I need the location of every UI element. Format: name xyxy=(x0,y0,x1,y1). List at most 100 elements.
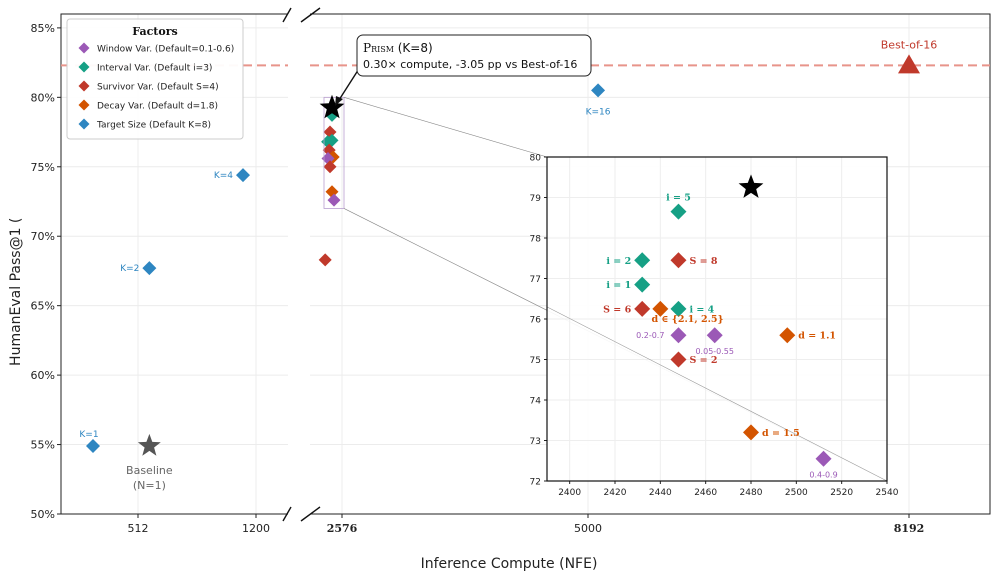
x-tick-label: 5000 xyxy=(574,522,602,535)
axis-break-mark xyxy=(282,506,292,522)
inset-point-label: 0.4-0.9 xyxy=(809,471,837,480)
inset-x-tick-label: 2440 xyxy=(649,488,672,498)
best-of-16-label: Best-of-16 xyxy=(881,38,938,51)
target-size-label: K=2 xyxy=(120,264,139,274)
prism-star xyxy=(319,94,345,119)
axis-break-mark xyxy=(282,7,292,23)
legend-item-label: Decay Var. (Default d=1.8) xyxy=(97,102,218,112)
inset-point xyxy=(670,203,687,220)
inset-point-label: d = 1.1 xyxy=(798,331,836,342)
y-tick-label: 75% xyxy=(31,161,55,174)
inset-point xyxy=(634,252,651,269)
inset-point-label: S = 2 xyxy=(689,355,717,366)
inset-point xyxy=(670,300,687,317)
y-tick-label: 70% xyxy=(31,230,55,243)
axis-break-mark xyxy=(300,506,321,522)
right-panel-frame xyxy=(310,13,991,515)
target-size-label: K=1 xyxy=(79,430,98,440)
y-axis-label: HumanEval Pass@1 ( xyxy=(8,218,24,366)
best-of-16-marker xyxy=(898,54,920,74)
inset-point xyxy=(634,300,651,317)
baseline-star xyxy=(137,433,161,456)
x-tick-label: 8192 xyxy=(894,522,925,535)
inset-y-tick-label: 73 xyxy=(530,437,541,447)
y-tick-label: 65% xyxy=(31,300,55,313)
inset-y-tick-label: 76 xyxy=(530,316,542,326)
inset-point-label: 0.05-0.55 xyxy=(695,347,734,356)
y-tick-label: 60% xyxy=(31,369,55,382)
left-panel-frame xyxy=(60,13,288,515)
target-size-label: K=4 xyxy=(214,171,233,181)
zoom-region-box xyxy=(323,96,345,209)
inset-y-tick-label: 74 xyxy=(530,397,542,407)
inset-point xyxy=(670,327,687,344)
target-size-point xyxy=(591,83,606,98)
legend: Factors Window Var. (Default=0.1-0.6) Inte… xyxy=(66,18,244,140)
data-marks xyxy=(86,34,920,456)
inset-point-label: i = 4 xyxy=(689,304,714,315)
inset-point xyxy=(743,424,759,441)
inset-y-tick-label: 79 xyxy=(530,194,542,204)
legend-swatch xyxy=(78,42,90,54)
inset-x-tick-label: 2520 xyxy=(830,488,853,498)
inset-point xyxy=(779,327,796,344)
x-tick-label: 2576 xyxy=(327,522,358,535)
inset-point xyxy=(706,327,723,344)
inset-point xyxy=(815,450,832,467)
inset-point xyxy=(670,351,687,368)
inset-x-tick-label: 2400 xyxy=(558,488,581,498)
cluster-point xyxy=(325,133,339,147)
legend-box xyxy=(66,18,244,140)
inset-x-tick-label: 2460 xyxy=(694,488,717,498)
inset-y-tick-label: 77 xyxy=(530,275,541,285)
inset-x-tick-label: 2420 xyxy=(604,488,627,498)
inset-point-label: d = 1.5 xyxy=(762,428,800,439)
x-tick-label: 512 xyxy=(128,522,149,535)
y-tick-label: 80% xyxy=(31,91,55,104)
y-tick-label: 55% xyxy=(31,439,55,452)
prism-callout-detail: 0.30× compute, -3.05 pp vs Best-of-16 xyxy=(363,58,577,71)
inset-point xyxy=(652,300,669,317)
prism-callout-box xyxy=(356,34,592,77)
legend-title: Factors xyxy=(132,25,177,38)
x-tick-label: 1200 xyxy=(242,522,270,535)
cluster-point xyxy=(327,193,341,207)
axes-frame xyxy=(57,7,991,522)
inset-x-tick-label: 2540 xyxy=(876,488,899,498)
inset-point-label: S = 6 xyxy=(603,304,631,315)
inset-y-tick-label: 78 xyxy=(530,235,542,245)
target-size-point xyxy=(86,438,100,453)
inset-connector-line xyxy=(546,306,888,482)
inset-point-label: i = 2 xyxy=(606,256,631,267)
target-size-point xyxy=(142,261,157,276)
inset-frame xyxy=(546,156,888,482)
inset-x-tick-label: 2500 xyxy=(785,488,808,498)
cluster-point xyxy=(323,160,337,174)
legend-swatch xyxy=(78,80,90,92)
inset-point xyxy=(634,276,651,293)
y-tick-label: 50% xyxy=(31,508,55,521)
legend-swatch xyxy=(78,118,90,130)
prism-callout-title: Prism (K=8) xyxy=(363,41,433,55)
cluster-point xyxy=(318,253,332,267)
prism-name: Prism xyxy=(363,41,394,55)
legend-item-label: Interval Var. (Default i=3) xyxy=(97,64,212,74)
zoom-connector xyxy=(343,97,548,158)
inset-point-label: 0.2-0.7 xyxy=(636,331,664,340)
inset-y-tick-label: 72 xyxy=(530,478,541,488)
legend-item-label: Target Size (Default K=8) xyxy=(96,121,211,131)
inset-y-tick-label: 75 xyxy=(530,356,541,366)
inset-y-tick-label: 80 xyxy=(530,154,542,164)
y-tick-label: 85% xyxy=(31,22,55,35)
target-size-point xyxy=(236,168,250,183)
inset-x-tick-label: 2480 xyxy=(740,488,763,498)
legend-item-label: Window Var. (Default=0.1-0.6) xyxy=(97,45,234,55)
inset-point xyxy=(670,252,687,269)
inset-point-label: S = 8 xyxy=(689,256,717,267)
inset-extra-label: d ∈ {2.1, 2.5} xyxy=(651,314,723,325)
baseline-label: Baseline xyxy=(126,464,173,477)
inset-point-label: i = 5 xyxy=(666,193,691,204)
inset-prism-star xyxy=(738,174,764,198)
prism-suffix: (K=8) xyxy=(394,41,433,55)
x-axis-label: Inference Compute (NFE) xyxy=(421,556,598,572)
